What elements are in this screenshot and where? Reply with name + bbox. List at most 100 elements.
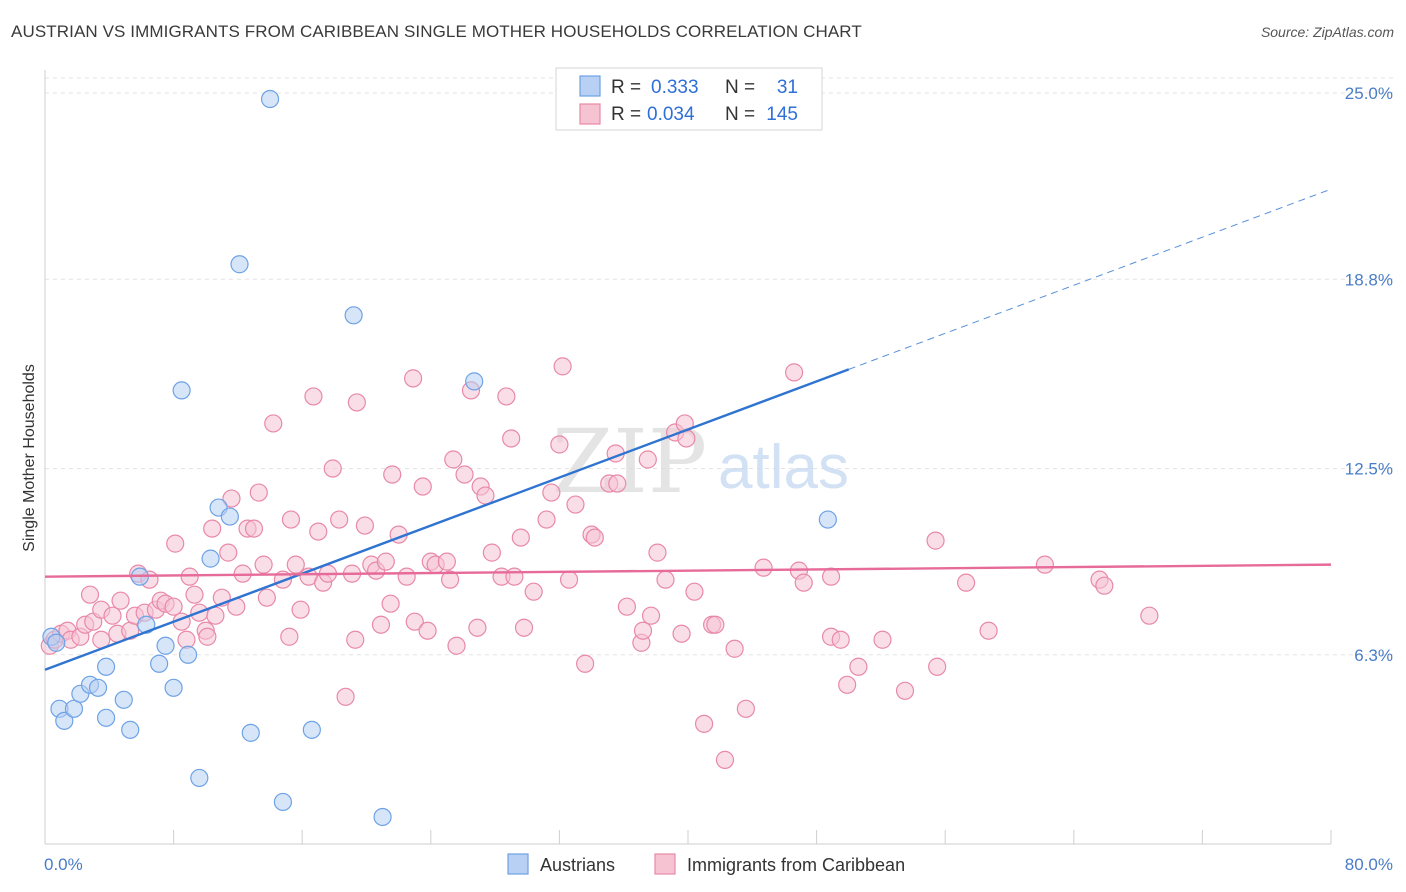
austrian-point <box>190 768 209 788</box>
caribbean-point <box>1095 576 1114 595</box>
caribbean-point <box>180 567 199 586</box>
caribbean-point <box>291 600 310 619</box>
legend-r-label-pink: R = <box>611 104 641 125</box>
caribbean-point <box>222 489 241 508</box>
caribbean-point <box>979 621 998 640</box>
austrian-point <box>373 807 392 827</box>
caribbean-point <box>206 606 225 625</box>
legend-swatch-pink <box>579 103 601 125</box>
caribbean-point <box>633 621 653 640</box>
caribbean-point <box>376 552 395 571</box>
caribbean-point <box>103 606 122 625</box>
caribbean-point <box>754 558 773 577</box>
austrian-point <box>55 711 74 730</box>
caribbean-point <box>1140 606 1159 625</box>
series-legend-label-austrians: Austrians <box>540 855 615 875</box>
legend-n-label-blue: N = <box>725 77 755 98</box>
caribbean-point <box>203 519 222 538</box>
caribbean-point <box>418 621 437 640</box>
austrian-point <box>96 657 116 676</box>
caribbean-point <box>166 534 185 553</box>
caribbean-point <box>447 636 466 655</box>
caribbean-point <box>280 627 299 646</box>
austrian-point <box>273 792 293 812</box>
caribbean-point <box>895 681 915 700</box>
caribbean-point <box>219 543 238 562</box>
caribbean-point <box>706 615 725 634</box>
austrian-point <box>260 89 280 109</box>
caribbean-point <box>641 606 661 625</box>
series-legend: Austrians Immigrants from Caribbean <box>507 853 905 875</box>
caribbean-point <box>873 630 892 649</box>
caribbean-point <box>928 657 947 676</box>
caribbean-point <box>694 714 714 733</box>
caribbean-point <box>355 516 374 535</box>
austrian-point <box>241 723 260 742</box>
caribbean-point <box>685 582 704 601</box>
legend-n-value-pink: 145 <box>766 104 798 125</box>
caribbean-point <box>111 591 130 610</box>
caribbean-point <box>821 567 841 586</box>
caribbean-point <box>304 387 323 406</box>
series-legend-swatch-caribbean <box>654 853 676 875</box>
x-tick-label-min: 0.0% <box>44 855 83 874</box>
caribbean-point <box>784 363 804 382</box>
caribbean-point <box>244 519 264 538</box>
caribbean-point <box>1035 555 1054 574</box>
caribbean-point <box>371 615 391 634</box>
caribbean-point <box>537 510 556 529</box>
caribbean-point <box>608 474 627 493</box>
austrian-point <box>114 690 133 709</box>
caribbean-point <box>281 510 301 529</box>
austrians-trend-line <box>44 368 850 671</box>
legend-r-value-blue: 0.333 <box>651 77 699 98</box>
caribbean-point <box>336 687 355 706</box>
austrian-point <box>465 372 484 391</box>
caribbean-point <box>286 555 305 574</box>
y-tick-label: 25.0% <box>1345 84 1393 103</box>
caribbean-point <box>831 630 850 649</box>
y-tick-label: 12.5% <box>1345 460 1393 479</box>
austrian-point <box>156 636 175 655</box>
austrian-point <box>302 720 321 739</box>
caribbean-point <box>576 654 595 673</box>
caribbean-point <box>736 699 755 718</box>
caribbean-point <box>177 630 196 649</box>
y-tick-labels: 6.3% 12.5% 18.8% 25.0% <box>1345 84 1393 665</box>
y-axis-label: Single Mother Households <box>21 364 38 552</box>
caribbean-point <box>656 570 675 589</box>
series-legend-swatch-austrians <box>507 853 529 875</box>
austrian-point <box>164 678 183 697</box>
caribbean-point <box>482 543 501 562</box>
austrian-point <box>64 699 84 718</box>
caribbean-point <box>346 630 365 649</box>
caribbean-point <box>413 477 432 496</box>
caribbean-point <box>264 414 283 433</box>
caribbean-point <box>542 483 561 502</box>
caribbean-point <box>323 459 342 478</box>
austrian-point <box>220 507 239 526</box>
caribbean-point <box>198 627 217 646</box>
caribbean-point <box>383 465 402 484</box>
legend-r-value-pink: 0.034 <box>647 104 695 125</box>
austrian-point <box>88 678 108 697</box>
caribbean-point <box>455 465 474 484</box>
legend-n-value-blue: 31 <box>777 77 798 98</box>
trend-lines <box>44 188 1332 671</box>
caribbean-point <box>309 522 328 541</box>
austrians-trend-extension <box>848 188 1332 370</box>
caribbean-point <box>476 486 495 505</box>
legend-n-label-pink: N = <box>725 104 755 125</box>
caribbean-point <box>725 639 744 658</box>
caribbean-point <box>405 612 424 631</box>
caribbean-point <box>505 567 524 586</box>
austrian-point <box>172 381 191 400</box>
caribbean-point <box>468 618 487 637</box>
austrian-point <box>201 549 220 568</box>
legend-r-label-blue: R = <box>611 77 641 98</box>
caribbean-point <box>404 369 423 388</box>
caribbean-point <box>497 387 516 406</box>
caribbean-point <box>926 531 945 550</box>
caribbean-point <box>617 597 637 616</box>
